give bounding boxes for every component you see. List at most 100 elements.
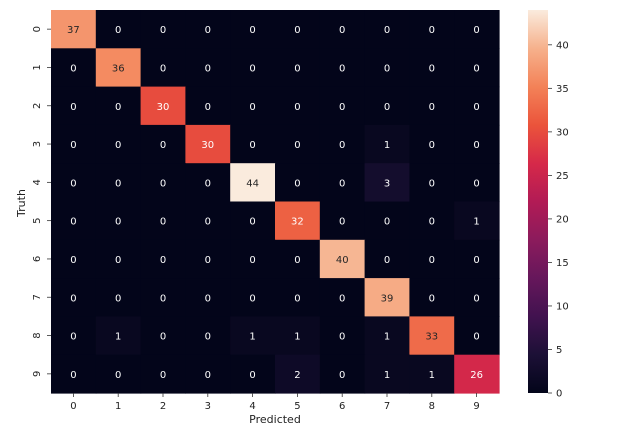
cell-value-7-3: 0 [205,293,211,304]
cell-value-1-3: 0 [205,63,211,74]
heatmap-cell-4-1 [95,163,142,203]
heatmap-cell-8-6 [319,316,366,356]
heatmap-cell-0-9 [454,10,500,49]
heatmap-cell-2-1 [95,86,142,126]
heatmap-cell-4-3 [185,163,231,203]
heatmap-cell-9-4 [230,354,276,394]
cell-value-6-0: 0 [70,255,76,266]
heatmap-cell-5-6 [319,201,366,241]
colorbar-tick-label-40: 40 [556,40,569,51]
heatmap-cell-7-0 [51,278,97,317]
cell-value-8-8: 33 [425,332,438,343]
heatmap-cell-3-6 [319,124,366,164]
cell-value-0-2: 0 [160,25,166,36]
heatmap-cell-9-9 [454,354,500,394]
cell-value-5-6: 0 [339,217,345,228]
cell-value-0-9: 0 [473,25,479,36]
cell-value-2-9: 0 [473,102,479,113]
cell-value-1-4: 0 [249,63,255,74]
heatmap-cell-2-5 [275,86,321,126]
cell-value-4-1: 0 [115,178,121,189]
heatmap-cell-7-3 [185,278,231,317]
cell-value-4-9: 0 [473,178,479,189]
heatmap-cell-5-7 [364,201,410,241]
heatmap-cell-1-9 [454,48,500,88]
heatmap-cell-0-7 [364,10,410,49]
heatmap-cell-6-0 [51,239,97,279]
heatmap-cell-4-2 [140,163,186,203]
cell-value-5-9: 1 [473,217,479,228]
heatmap-cell-2-8 [409,86,455,126]
cell-value-6-6: 40 [336,255,349,266]
heatmap-cell-0-1 [95,10,142,49]
y-axis-label: Truth [15,189,28,218]
cell-value-7-4: 0 [249,293,255,304]
heatmap-cell-9-3 [185,354,231,394]
heatmap-cell-7-2 [140,278,186,317]
cell-value-0-1: 0 [115,25,121,36]
x-tick-label-4: 4 [249,401,255,412]
heatmap-cell-3-8 [409,124,455,164]
y-tick-label-3: 3 [32,141,43,147]
cell-value-0-6: 0 [339,25,345,36]
heatmap-cell-7-9 [454,278,500,317]
heatmap-cell-3-5 [275,124,321,164]
cell-value-3-6: 0 [339,140,345,151]
cell-value-2-6: 0 [339,102,345,113]
heatmap-cell-9-0 [51,354,97,394]
cell-value-0-7: 0 [384,25,390,36]
cell-value-5-3: 0 [205,217,211,228]
x-tick-label-5: 5 [294,401,300,412]
heatmap-cell-7-1 [95,278,142,317]
x-tick-label-7: 7 [384,401,390,412]
cell-value-7-9: 0 [473,293,479,304]
cell-value-8-4: 1 [249,332,255,343]
cell-value-9-2: 0 [160,370,166,381]
cell-value-5-0: 0 [70,217,76,228]
cell-value-3-8: 0 [429,140,435,151]
heatmap-cell-0-3 [185,10,231,49]
heatmap-cell-8-3 [185,316,231,356]
x-tick-label-1: 1 [115,401,121,412]
colorbar-tick-label-25: 25 [556,171,569,182]
cell-value-5-7: 0 [384,217,390,228]
cell-value-4-4: 44 [246,178,259,189]
heatmap-cell-2-4 [230,86,276,126]
cell-value-7-0: 0 [70,293,76,304]
cell-value-6-8: 0 [429,255,435,266]
colorbar-tick-label-5: 5 [556,345,562,356]
cell-value-1-7: 0 [384,63,390,74]
heatmap-cell-6-1 [95,239,142,279]
heatmap-cell-5-4 [230,201,276,241]
cell-value-7-8: 0 [429,293,435,304]
heatmap-cell-5-5 [275,201,321,241]
y-tick-label-2: 2 [32,103,43,109]
colorbar-tick-label-0: 0 [556,389,562,400]
cell-value-9-5: 2 [294,370,300,381]
cell-value-6-9: 0 [473,255,479,266]
heatmap-cell-6-4 [230,239,276,279]
heatmap-cell-4-7 [364,163,410,203]
heatmap-cell-0-6 [319,10,366,49]
heatmap-cell-8-0 [51,316,97,356]
heatmap-cell-5-8 [409,201,455,241]
heatmap-cell-2-3 [185,86,231,126]
heatmap-cell-2-7 [364,86,410,126]
heatmap-cell-3-4 [230,124,276,164]
cell-value-0-3: 0 [205,25,211,36]
heatmap-cell-5-0 [51,201,97,241]
x-axis-label: Predicted [249,413,301,426]
cell-value-0-8: 0 [429,25,435,36]
cell-value-8-7: 1 [384,332,390,343]
colorbar-tick-label-30: 30 [556,127,569,138]
cell-value-4-6: 0 [339,178,345,189]
cell-value-3-7: 1 [384,140,390,151]
heatmap-cell-8-9 [454,316,500,356]
heatmap-cell-6-8 [409,239,455,279]
cell-value-8-2: 0 [160,332,166,343]
cell-value-8-5: 1 [294,332,300,343]
cell-value-2-7: 0 [384,102,390,113]
colorbar-tick-label-15: 15 [556,258,569,269]
cell-value-2-2: 30 [157,102,170,113]
y-tick-label-5: 5 [32,217,43,223]
